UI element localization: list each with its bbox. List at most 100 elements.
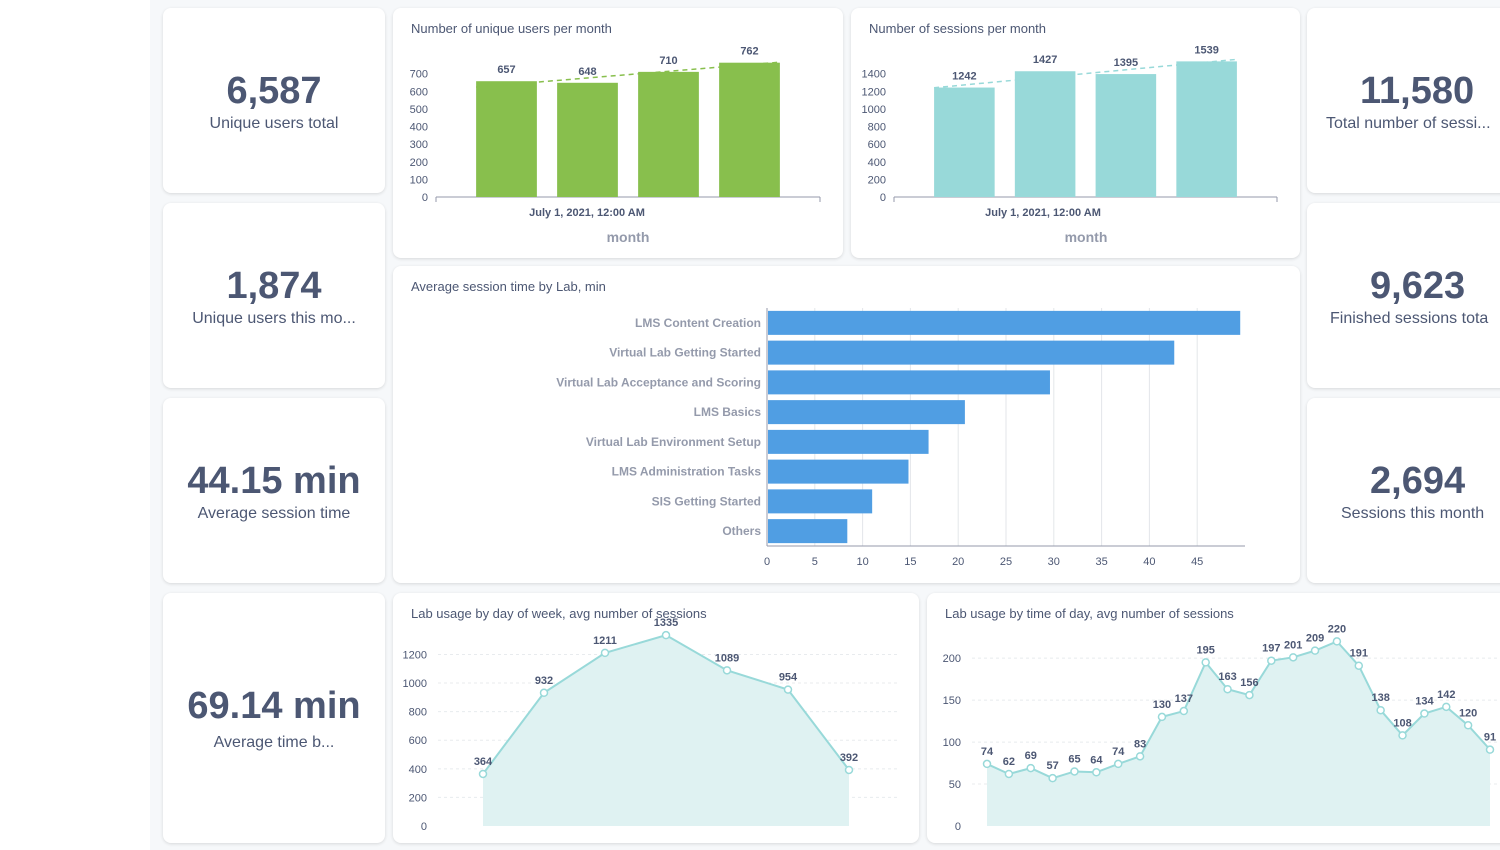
data-point xyxy=(1288,653,1298,662)
bar xyxy=(768,370,1050,395)
kpi-value: 44.15 min xyxy=(187,459,361,502)
bar xyxy=(934,87,995,197)
y-tick-label: 300 xyxy=(410,139,428,151)
bar xyxy=(768,519,848,544)
chart-title: Lab usage by day of week, avg number of … xyxy=(411,606,707,621)
data-point xyxy=(1113,759,1123,769)
y-tick-label: 400 xyxy=(409,764,427,776)
data-label: 1242 xyxy=(952,71,976,83)
data-point xyxy=(1332,637,1342,646)
data-point xyxy=(1354,661,1364,670)
data-point xyxy=(1245,690,1254,700)
bar xyxy=(1014,71,1076,197)
data-label: 710 xyxy=(659,55,677,67)
data-label: 209 xyxy=(1306,633,1324,645)
kpi-card-sessions-month[interactable]: 2,694 Sessions this month xyxy=(1307,398,1500,583)
y-tick-label: 600 xyxy=(868,139,886,151)
kpi-card-finished-sessions[interactable]: 9,623 Finished sessions tota xyxy=(1307,203,1500,388)
y-tick-label: 800 xyxy=(868,122,886,134)
x-tick-label: 5 xyxy=(812,556,818,568)
x-tick-label: 10 xyxy=(856,556,868,568)
kpi-card-total-sessions[interactable]: 11,580 Total number of sessi... xyxy=(1307,8,1500,193)
data-point xyxy=(1092,768,1101,777)
data-point xyxy=(1485,745,1495,754)
data-point xyxy=(844,765,854,775)
x-axis-label: month xyxy=(1065,229,1108,245)
data-point xyxy=(478,769,488,779)
trend-line xyxy=(476,61,780,88)
y-tick-label: 800 xyxy=(409,707,427,719)
chart-title: Number of unique users per month xyxy=(411,21,612,36)
kpi-card-unique-users-month[interactable]: 1,874 Unique users this mo... xyxy=(163,203,385,388)
data-label: 83 xyxy=(1134,738,1146,750)
kpi-label: Finished sessions tota xyxy=(1330,309,1489,327)
data-label: 364 xyxy=(474,756,493,768)
chart-card-sessions-per-month[interactable]: Number of sessions per month 0 200 400 600 8… xyxy=(851,8,1300,258)
y-tick-label: 600 xyxy=(410,86,428,98)
data-label: 220 xyxy=(1328,623,1346,635)
chart-card-usage-by-weekday[interactable]: Lab usage by day of week, avg number of … xyxy=(393,593,919,843)
bar xyxy=(768,310,1241,335)
chart-card-session-time-by-lab[interactable]: Average session time by Lab, min 0 5 10 15 2… xyxy=(393,266,1300,583)
kpi-label: Sessions this month xyxy=(1341,504,1485,522)
chart-card-usage-by-hour[interactable]: Lab usage by time of day, avg number of … xyxy=(927,593,1500,843)
y-tick-label: 400 xyxy=(410,122,428,134)
data-label: 392 xyxy=(840,752,858,764)
chart-title: Average session time by Lab, min xyxy=(411,279,606,294)
y-tick-label: LMS Administration Tasks xyxy=(612,465,762,479)
usage-by-weekday-chart: 0 200 400 600 800 1000 1200 364 932 1211 1335 1089 9… xyxy=(403,617,898,833)
bar xyxy=(768,400,965,425)
data-label: 1211 xyxy=(593,635,617,647)
y-tick-label: Virtual Lab Getting Started xyxy=(609,346,761,360)
y-tick-label: Others xyxy=(722,524,761,538)
data-label: 74 xyxy=(1112,746,1125,758)
y-tick-label: 500 xyxy=(410,104,428,116)
data-point xyxy=(1026,763,1035,773)
data-point xyxy=(600,648,610,658)
x-tick-label: 15 xyxy=(904,556,916,568)
chart-title: Lab usage by time of day, avg number of … xyxy=(945,606,1234,621)
y-tick-label: 0 xyxy=(955,821,961,833)
bar xyxy=(557,82,618,197)
x-tick-label: 40 xyxy=(1143,556,1155,568)
bar xyxy=(768,429,929,454)
data-point xyxy=(1398,731,1407,740)
users-per-month-chart: 0 100 200 300 400 500 600 700 657 648 710 762 July 1… xyxy=(410,46,821,245)
data-label: 57 xyxy=(1046,760,1058,772)
data-point xyxy=(1179,706,1189,716)
session-time-by-lab-chart: 0 5 10 15 20 25 30 35 40 45 LMS Content Creation Vi… xyxy=(556,308,1245,568)
data-point xyxy=(1157,712,1167,722)
y-tick-label: 200 xyxy=(943,653,961,665)
x-tick-label: 30 xyxy=(1048,556,1060,568)
kpi-label: Unique users this mo... xyxy=(192,309,356,327)
data-point xyxy=(1135,752,1145,761)
data-label: 191 xyxy=(1350,648,1368,660)
y-tick-label: 100 xyxy=(943,737,961,749)
kpi-card-unique-users-total[interactable]: 6,587 Unique users total xyxy=(163,8,385,193)
data-label: 197 xyxy=(1262,643,1280,655)
data-point xyxy=(661,630,671,640)
data-label: 762 xyxy=(740,46,758,58)
y-tick-label: 700 xyxy=(410,69,428,81)
kpi-card-average-time-b[interactable]: 69.14 min Average time b... xyxy=(163,593,385,843)
kpi-card-average-session-time[interactable]: 44.15 min Average session time xyxy=(163,398,385,583)
kpi-value: 1,874 xyxy=(226,264,322,307)
data-label: 657 xyxy=(497,64,515,76)
kpi-label: Unique users total xyxy=(209,114,339,132)
data-label: 65 xyxy=(1068,753,1080,765)
data-point xyxy=(722,666,732,675)
bar xyxy=(1095,74,1157,197)
x-axis-label: month xyxy=(607,229,650,245)
usage-by-hour-chart: 0 50 100 150 200 74 62 69 57 65 64 74 83 130 137 195 163… xyxy=(943,623,1500,833)
y-tick-label: 1000 xyxy=(862,104,886,116)
data-label: 1539 xyxy=(1194,44,1218,56)
data-point xyxy=(1376,705,1385,715)
data-point xyxy=(1070,767,1079,776)
data-point xyxy=(1004,769,1014,779)
chart-card-users-per-month[interactable]: Number of unique users per month 0 100 200… xyxy=(393,8,843,258)
data-label: 62 xyxy=(1003,756,1015,768)
data-label: 201 xyxy=(1284,639,1302,651)
data-label: 1089 xyxy=(715,652,739,664)
data-point xyxy=(1267,656,1276,665)
kpi-value: 2,694 xyxy=(1370,459,1466,502)
